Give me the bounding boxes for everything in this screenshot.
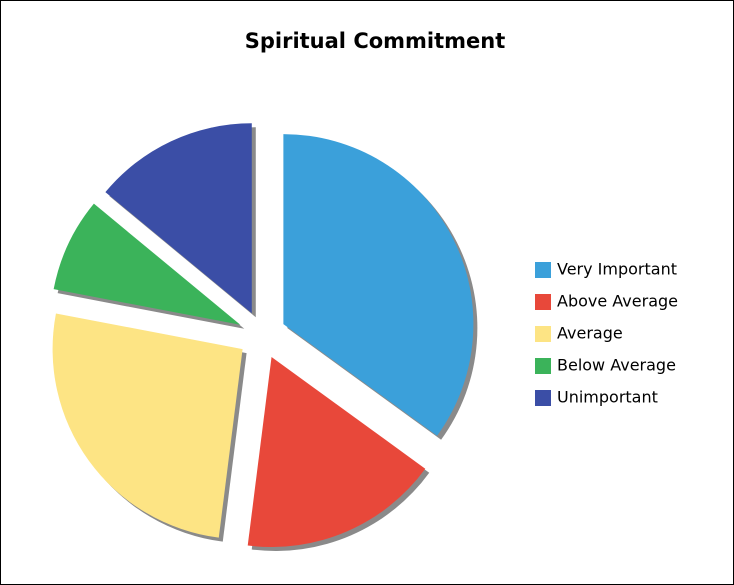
slice	[105, 123, 252, 314]
slice	[53, 203, 241, 325]
chart-title: Spiritual Commitment	[245, 29, 506, 53]
legend-label: Above Average	[557, 292, 678, 311]
legend-label: Below Average	[557, 356, 676, 375]
legend-swatch	[535, 262, 551, 278]
slice	[247, 357, 426, 548]
legend-label: Average	[557, 324, 623, 343]
slice	[52, 313, 243, 538]
legend-swatch	[535, 390, 551, 406]
legend-label: Unimportant	[557, 388, 658, 407]
legend-swatch	[535, 358, 551, 374]
slice	[283, 134, 474, 436]
legend-swatch	[535, 326, 551, 342]
legend-swatch	[535, 294, 551, 310]
legend-label: Very Important	[557, 260, 677, 279]
